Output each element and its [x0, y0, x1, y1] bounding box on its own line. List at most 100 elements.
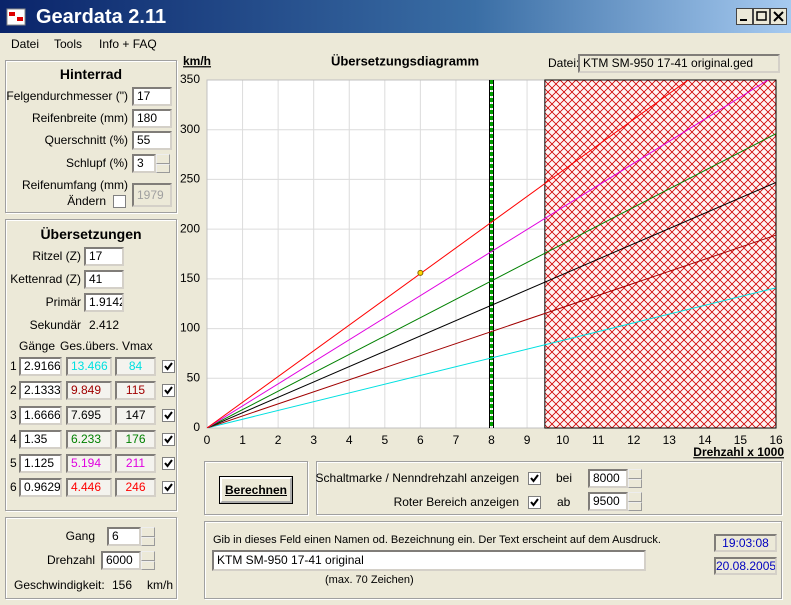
series-line	[207, 133, 776, 428]
vmax: 115	[115, 381, 156, 400]
text-input[interactable]: 180	[132, 109, 172, 128]
group-title: Hinterrad	[59, 66, 123, 82]
vmax: 147	[115, 406, 156, 425]
y-tick-label: 350	[180, 72, 200, 86]
window-title: Geardata 2.11	[36, 6, 167, 28]
text-input[interactable]: 1.125	[19, 454, 62, 473]
calculate-button[interactable]: Berechnen	[219, 476, 293, 504]
window-buttons[interactable]	[736, 8, 788, 28]
checkbox[interactable]	[162, 457, 175, 470]
checkbox[interactable]	[528, 496, 541, 509]
gear-number: 5	[10, 456, 17, 470]
checkbox[interactable]	[162, 433, 175, 446]
spinner[interactable]	[156, 154, 170, 173]
check-glyph	[164, 483, 173, 492]
text-input[interactable]: 17	[132, 87, 172, 106]
column-header: Gänge	[19, 339, 56, 353]
text-input[interactable]: 8000	[588, 469, 628, 488]
group-box	[5, 517, 177, 599]
text-input[interactable]: 17	[84, 247, 124, 266]
x-axis-label: Drehzahl x 1000	[693, 445, 784, 459]
text-input[interactable]: 55	[132, 131, 172, 150]
field-value: 2.412	[89, 318, 120, 332]
x-tick-label: 1	[239, 433, 246, 447]
gear-number: 1	[10, 359, 17, 373]
group-box	[316, 461, 782, 515]
spinner[interactable]	[141, 527, 155, 546]
text-input[interactable]: 1.6666	[19, 406, 62, 425]
text-input[interactable]: 0.9629	[19, 478, 62, 497]
field-label: Ritzel (Z)	[32, 249, 81, 263]
field-label: Reifenumfang (mm)	[21, 178, 128, 192]
x-tick-label: 14	[698, 433, 712, 447]
text-input[interactable]: 1.9142	[84, 293, 124, 312]
checkbox[interactable]	[528, 472, 541, 485]
x-tick-label: 8	[488, 433, 495, 447]
vmax: 246	[115, 478, 156, 497]
text-input[interactable]: 1.35	[19, 430, 62, 449]
spinner[interactable]	[141, 551, 155, 570]
check-glyph	[164, 459, 173, 468]
x-tick-label: 3	[310, 433, 317, 447]
field-label: Reifenbreite (mm)	[31, 111, 128, 125]
option-prep: bei	[556, 471, 573, 485]
checkbox[interactable]	[162, 481, 175, 494]
hint-text: Gib in dieses Feld einen Namen od. Bezei…	[213, 534, 661, 546]
x-tick-label: 7	[453, 433, 460, 447]
text-input[interactable]: 6	[107, 527, 141, 546]
group-title: Übersetzungen	[40, 226, 142, 242]
text-input-disabled: 1979	[132, 183, 172, 207]
menu-item[interactable]: Info + FAQ	[99, 37, 157, 51]
checkbox[interactable]	[162, 409, 175, 422]
text-input[interactable]: 3	[132, 154, 156, 173]
red-zone	[544, 79, 777, 429]
menu-item[interactable]: Datei	[11, 37, 40, 51]
series-line	[207, 234, 776, 428]
series-line	[207, 181, 776, 428]
column-header: Ges.übers.	[60, 339, 119, 353]
y-axis-label: km/h	[183, 54, 211, 68]
chart: Übersetzungsdiagramm km/h Drehzahl x 100…	[180, 53, 784, 459]
shift-mark	[489, 80, 494, 428]
check-glyph	[164, 435, 173, 444]
y-tick-label: 0	[193, 420, 200, 434]
vmax: 176	[115, 430, 156, 449]
text-input[interactable]: 2.1333	[19, 381, 62, 400]
text-input[interactable]: 2.9166	[19, 357, 62, 376]
gear-number: 2	[10, 383, 17, 397]
checkbox[interactable]	[113, 195, 126, 208]
unit-label: km/h	[147, 578, 174, 592]
check-glyph	[164, 386, 173, 395]
checkbox[interactable]	[162, 360, 175, 373]
x-tick-label: 11	[592, 433, 605, 447]
series-line	[207, 80, 689, 428]
check-glyph	[164, 411, 173, 420]
menu-item[interactable]: Tools	[54, 37, 83, 51]
file-display: KTM SM-950 17-41 original.ged	[578, 54, 780, 73]
vmax: 84	[115, 357, 156, 376]
total-ratio: 7.695	[66, 406, 112, 425]
total-ratio: 5.194	[66, 454, 112, 473]
field-label: Schlupf (%)	[65, 156, 128, 170]
option-prep: ab	[557, 495, 571, 509]
chart-title: Übersetzungsdiagramm	[331, 53, 479, 68]
checkbox[interactable]	[162, 384, 175, 397]
y-tick-label: 150	[180, 271, 200, 285]
y-tick-label: 250	[180, 172, 200, 186]
x-tick-label: 12	[627, 433, 641, 447]
spinner[interactable]	[628, 469, 642, 488]
text-input[interactable]: KTM SM-950 17-41 original	[212, 550, 646, 571]
text-input[interactable]: 41	[84, 270, 124, 289]
time-display: 19:03:08	[714, 534, 777, 552]
check-glyph	[530, 474, 539, 483]
spinner[interactable]	[628, 492, 642, 511]
x-tick-label: 9	[524, 433, 531, 447]
option-label: Schaltmarke / Nenndrehzahl anzeigen	[315, 471, 519, 485]
x-tick-label: 15	[734, 433, 748, 447]
y-tick-label: 300	[180, 122, 200, 136]
text-input[interactable]: 6000	[101, 551, 141, 570]
group-box	[5, 219, 177, 511]
x-tick-label: 13	[663, 433, 677, 447]
text-input[interactable]: 9500	[588, 492, 628, 511]
y-tick-label: 100	[180, 321, 200, 335]
